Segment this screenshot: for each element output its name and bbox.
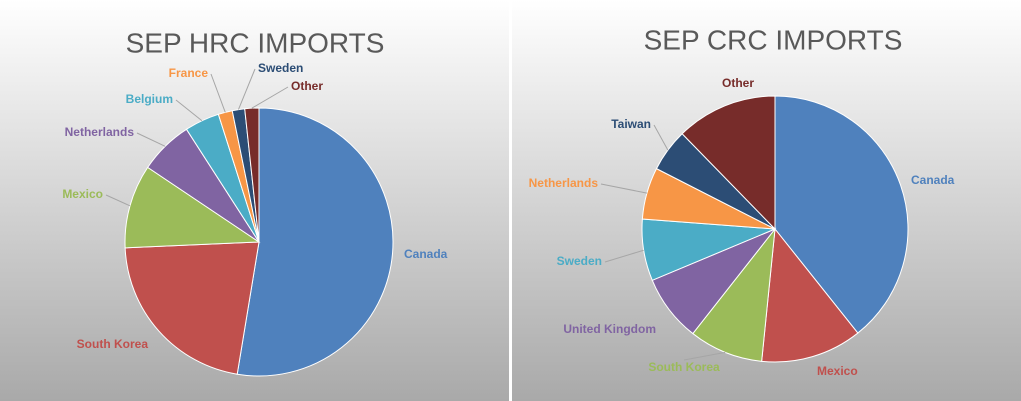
data-label: Canada — [911, 173, 955, 187]
data-label: United Kingdom — [563, 322, 656, 336]
chart-title: SEP HRC IMPORTS — [126, 27, 385, 58]
leader-line — [653, 124, 669, 151]
pie-slice — [761, 227, 859, 363]
leader-line — [251, 86, 289, 109]
pie-slice — [124, 241, 260, 375]
data-label: Netherlands — [529, 176, 599, 190]
data-label: Sweden — [557, 254, 602, 268]
pie-slice — [774, 95, 909, 334]
data-label: Other — [722, 76, 754, 90]
leader-line — [136, 132, 166, 147]
data-label: Other — [291, 79, 323, 93]
pie-slice — [681, 95, 776, 231]
data-label: Belgium — [126, 92, 173, 106]
pie-slice — [124, 166, 261, 249]
leader-line — [105, 194, 131, 207]
data-label: Canada — [404, 247, 448, 261]
data-label: France — [169, 66, 209, 80]
leader-line — [604, 249, 644, 263]
data-label: Taiwan — [611, 117, 651, 131]
data-label: South Korea — [77, 337, 149, 351]
leader-line — [210, 73, 226, 113]
leader-line — [600, 183, 648, 194]
leader-line — [175, 99, 203, 122]
data-label: Sweden — [258, 61, 303, 75]
data-label: South Korea — [648, 360, 720, 374]
data-label: Mexico — [817, 364, 858, 378]
chart-title: SEP CRC IMPORTS — [644, 24, 903, 55]
leader-line — [683, 351, 726, 361]
data-label: Netherlands — [65, 125, 135, 139]
leader-line — [237, 68, 256, 110]
pie-slice — [244, 107, 260, 243]
pie-slice — [236, 107, 394, 377]
data-label: Mexico — [62, 187, 103, 201]
